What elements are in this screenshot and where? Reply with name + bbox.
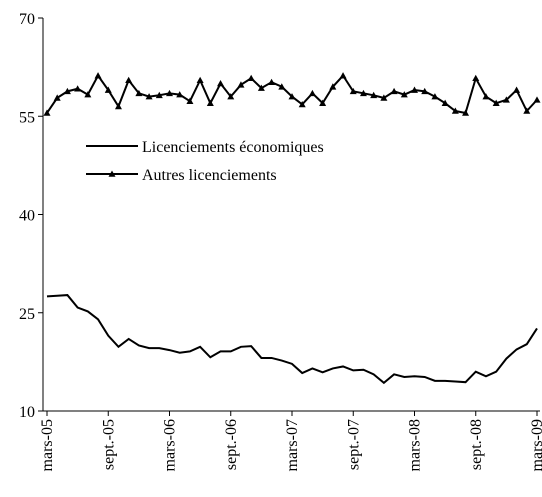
x-tick-label: mars-07 bbox=[284, 419, 301, 471]
x-tick-label: sept.-07 bbox=[345, 419, 362, 470]
marker bbox=[472, 74, 480, 82]
x-tick-label: mars-09 bbox=[529, 419, 542, 471]
marker bbox=[206, 99, 214, 106]
x-tick-label: sept.-05 bbox=[100, 419, 117, 470]
marker bbox=[298, 100, 306, 108]
marker bbox=[492, 99, 500, 106]
y-tick-label: 25 bbox=[19, 306, 35, 323]
marker bbox=[217, 80, 225, 87]
marker bbox=[74, 85, 82, 92]
marker bbox=[390, 87, 398, 95]
marker bbox=[451, 107, 459, 114]
marker bbox=[84, 91, 92, 98]
marker bbox=[319, 99, 327, 106]
legend-label: Autres licenciements bbox=[142, 167, 277, 184]
marker bbox=[155, 91, 163, 99]
x-tick-label: mars-05 bbox=[39, 419, 56, 471]
y-tick-label: 10 bbox=[19, 404, 35, 421]
marker bbox=[104, 86, 112, 93]
marker bbox=[329, 83, 337, 90]
marker bbox=[53, 94, 61, 101]
y-tick-label: 40 bbox=[19, 208, 35, 225]
marker bbox=[359, 89, 367, 97]
marker bbox=[135, 89, 143, 97]
marker bbox=[421, 87, 429, 95]
marker bbox=[278, 83, 286, 90]
marker bbox=[533, 96, 541, 103]
x-tick-label: mars-08 bbox=[407, 419, 424, 471]
y-tick-label: 55 bbox=[19, 109, 35, 126]
marker bbox=[237, 81, 245, 88]
marker bbox=[145, 93, 153, 100]
marker bbox=[411, 86, 418, 93]
legend-label: Licenciements économiques bbox=[142, 139, 324, 156]
marker bbox=[186, 97, 194, 104]
marker bbox=[94, 72, 102, 79]
marker bbox=[227, 93, 235, 100]
marker bbox=[288, 93, 296, 100]
marker bbox=[502, 96, 510, 103]
marker bbox=[441, 99, 449, 106]
marker bbox=[339, 72, 347, 79]
marker bbox=[400, 91, 408, 98]
series-line bbox=[46, 294, 538, 385]
marker bbox=[257, 84, 265, 91]
marker bbox=[43, 109, 51, 116]
marker bbox=[380, 94, 388, 101]
marker bbox=[462, 109, 470, 116]
y-tick-label: 70 bbox=[19, 11, 35, 28]
marker bbox=[247, 74, 255, 82]
marker bbox=[482, 93, 490, 100]
marker bbox=[513, 86, 521, 93]
marker bbox=[196, 76, 204, 84]
marker bbox=[125, 76, 133, 84]
x-tick-label: sept.-08 bbox=[468, 419, 485, 470]
marker bbox=[166, 89, 173, 97]
marker bbox=[431, 93, 439, 100]
marker bbox=[63, 87, 71, 95]
marker bbox=[349, 87, 357, 95]
legend-marker bbox=[108, 170, 116, 177]
marker bbox=[523, 107, 531, 114]
marker bbox=[114, 102, 122, 110]
x-tick-label: sept.-06 bbox=[223, 419, 240, 470]
x-tick-label: mars-06 bbox=[162, 419, 179, 471]
marker bbox=[370, 91, 378, 99]
marker bbox=[176, 91, 184, 98]
marker bbox=[268, 78, 276, 85]
marker bbox=[308, 89, 316, 97]
